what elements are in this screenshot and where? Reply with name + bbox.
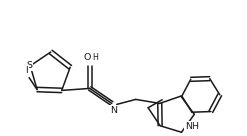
Text: I: I [25, 66, 27, 75]
Text: O: O [83, 53, 90, 62]
Text: NH: NH [185, 122, 200, 131]
Text: N: N [110, 106, 117, 115]
Text: S: S [26, 61, 32, 70]
Text: H: H [92, 53, 98, 62]
